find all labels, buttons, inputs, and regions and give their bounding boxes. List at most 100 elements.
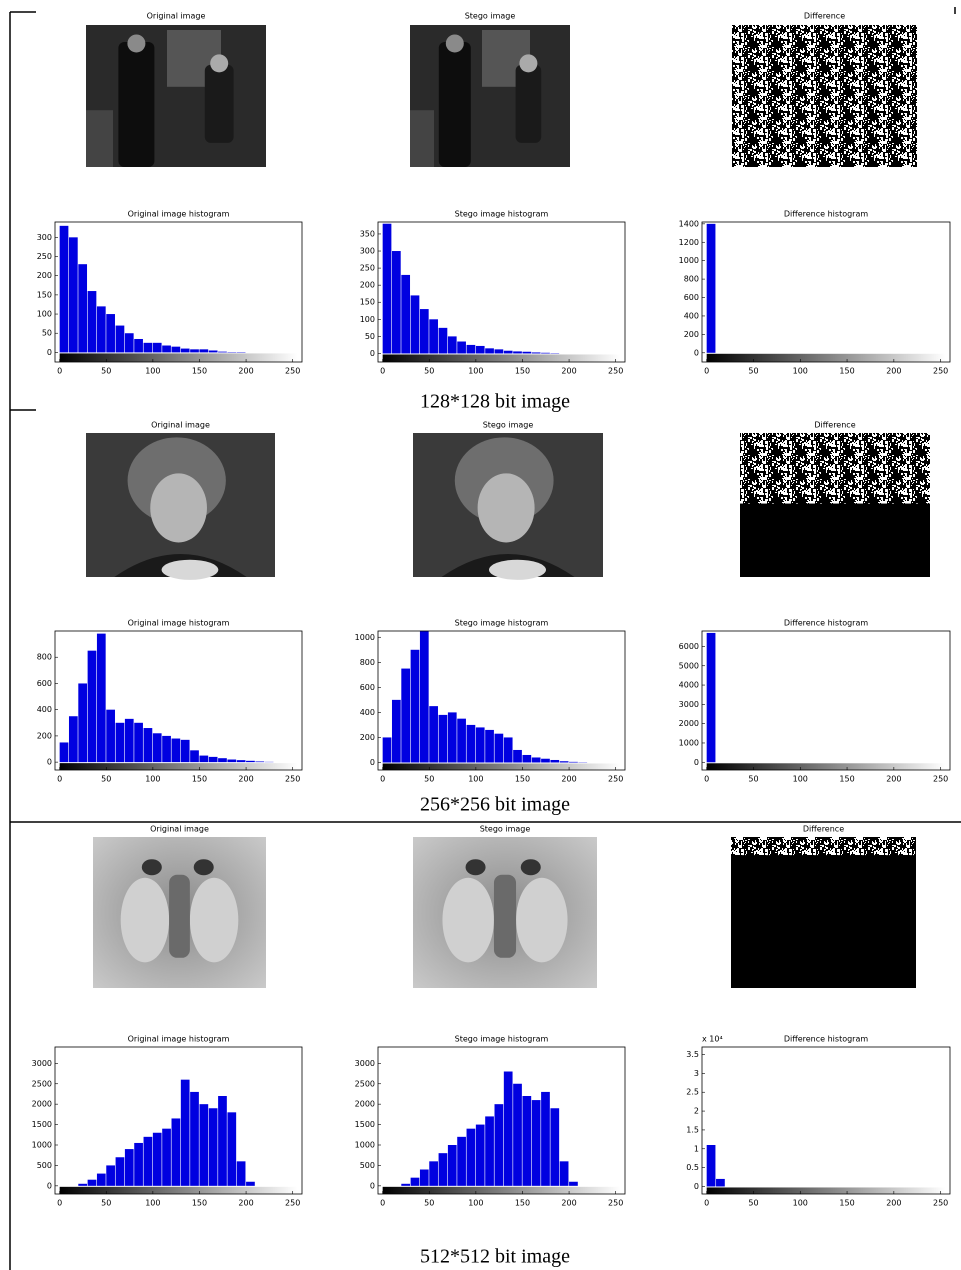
bar	[171, 1118, 181, 1186]
plot-frame	[701, 221, 951, 363]
bar	[503, 350, 513, 354]
x-tick-label: 50	[424, 775, 434, 784]
bar	[218, 1096, 227, 1186]
bar	[208, 756, 218, 763]
x-tick-label: 50	[424, 1199, 434, 1208]
photo-figure	[438, 42, 471, 167]
y-tick-label: 50	[365, 332, 375, 341]
x-tick-label: 100	[145, 1199, 160, 1208]
bar	[143, 728, 153, 763]
y-tick-label: 150	[37, 290, 52, 299]
bar	[199, 1104, 209, 1186]
bar	[106, 1165, 115, 1186]
bar	[236, 760, 246, 763]
bar	[115, 325, 125, 353]
bar	[494, 1104, 504, 1186]
y-tick-label: 0	[47, 758, 52, 767]
y-tick-label: 600	[360, 683, 375, 692]
y-tick-label: 1000	[679, 256, 699, 265]
histogram-title: Original image histogram	[128, 619, 230, 628]
bar	[171, 346, 181, 353]
x-tick-label: 50	[748, 775, 758, 784]
y-tick-label: 1.5	[686, 1125, 699, 1134]
diff-noise	[731, 837, 916, 856]
bar	[569, 761, 578, 763]
bar	[124, 1149, 134, 1186]
bar	[199, 349, 209, 353]
bar	[162, 345, 171, 353]
y-tick-label: 0	[47, 1181, 52, 1190]
bar	[180, 1079, 190, 1186]
bar	[236, 1161, 246, 1186]
bar	[706, 632, 716, 763]
photo	[410, 25, 570, 167]
image-title: Original image	[147, 12, 206, 21]
photo-nose	[169, 874, 190, 958]
x-tick-label: 200	[238, 1199, 253, 1208]
bar	[171, 738, 181, 763]
photo-head	[127, 34, 146, 53]
y-tick-label: 0	[694, 758, 699, 767]
bar	[466, 1128, 476, 1186]
x-tick-label: 100	[793, 367, 808, 376]
y-tick-label: 0	[370, 758, 375, 767]
colorbar	[59, 1186, 298, 1194]
photo-head	[519, 54, 538, 73]
x-tick-label: 100	[145, 775, 160, 784]
bar	[550, 1108, 560, 1186]
bar	[447, 1145, 457, 1186]
x-tick-label: 0	[57, 775, 62, 784]
x-tick-label: 50	[101, 775, 111, 784]
bar	[485, 1116, 494, 1186]
photo-figure	[118, 42, 155, 167]
bar	[559, 761, 569, 763]
image-title: Stego image	[483, 421, 534, 430]
y-tick-label: 1200	[679, 238, 699, 247]
y-tick-label: 500	[360, 1161, 375, 1170]
y-tick-label: 2000	[355, 1100, 375, 1109]
x-tick-label: 250	[285, 1199, 300, 1208]
x-tick-label: 150	[192, 1199, 207, 1208]
y-tick-label: 2	[694, 1107, 699, 1116]
bar	[391, 251, 401, 354]
bar	[475, 345, 485, 354]
bar	[429, 706, 438, 763]
photo-nose	[493, 874, 517, 958]
bar	[227, 759, 237, 763]
bar	[152, 342, 162, 353]
x-tick-label: 200	[238, 367, 253, 376]
y-tick-label: 800	[360, 658, 375, 667]
y-tick-label: 3000	[355, 1059, 375, 1068]
y-tick-label: 200	[360, 281, 375, 290]
bar	[162, 1128, 171, 1186]
histogram-title: Difference histogram	[784, 1035, 869, 1044]
bar	[410, 1177, 420, 1186]
photo-eye	[465, 859, 486, 876]
y-tick-label: 200	[37, 271, 52, 280]
photo-chair	[86, 110, 113, 167]
y-tick-label: 3000	[32, 1059, 52, 1068]
bar	[246, 760, 255, 763]
bar	[503, 1071, 513, 1186]
photo-head	[445, 34, 464, 53]
bar	[569, 1181, 578, 1186]
y-tick-label: 2.5	[686, 1088, 699, 1097]
x-tick-label: 0	[57, 367, 62, 376]
x-tick-label: 0	[57, 1199, 62, 1208]
bar	[447, 712, 457, 763]
y-tick-label: 1500	[355, 1120, 375, 1129]
plot-frame	[377, 1046, 626, 1195]
y-tick-label: 800	[37, 653, 52, 662]
x-tick-label: 0	[380, 775, 385, 784]
bar	[716, 1178, 725, 1187]
histogram-title: Original image histogram	[128, 1035, 230, 1044]
plot-frame	[54, 1046, 303, 1195]
y-tick-label: 250	[360, 264, 375, 273]
bar	[152, 733, 162, 763]
bar	[419, 631, 429, 763]
bar	[419, 309, 429, 354]
bar	[255, 761, 265, 763]
caption: 256*256 bit image	[420, 794, 570, 816]
bar	[68, 716, 78, 763]
